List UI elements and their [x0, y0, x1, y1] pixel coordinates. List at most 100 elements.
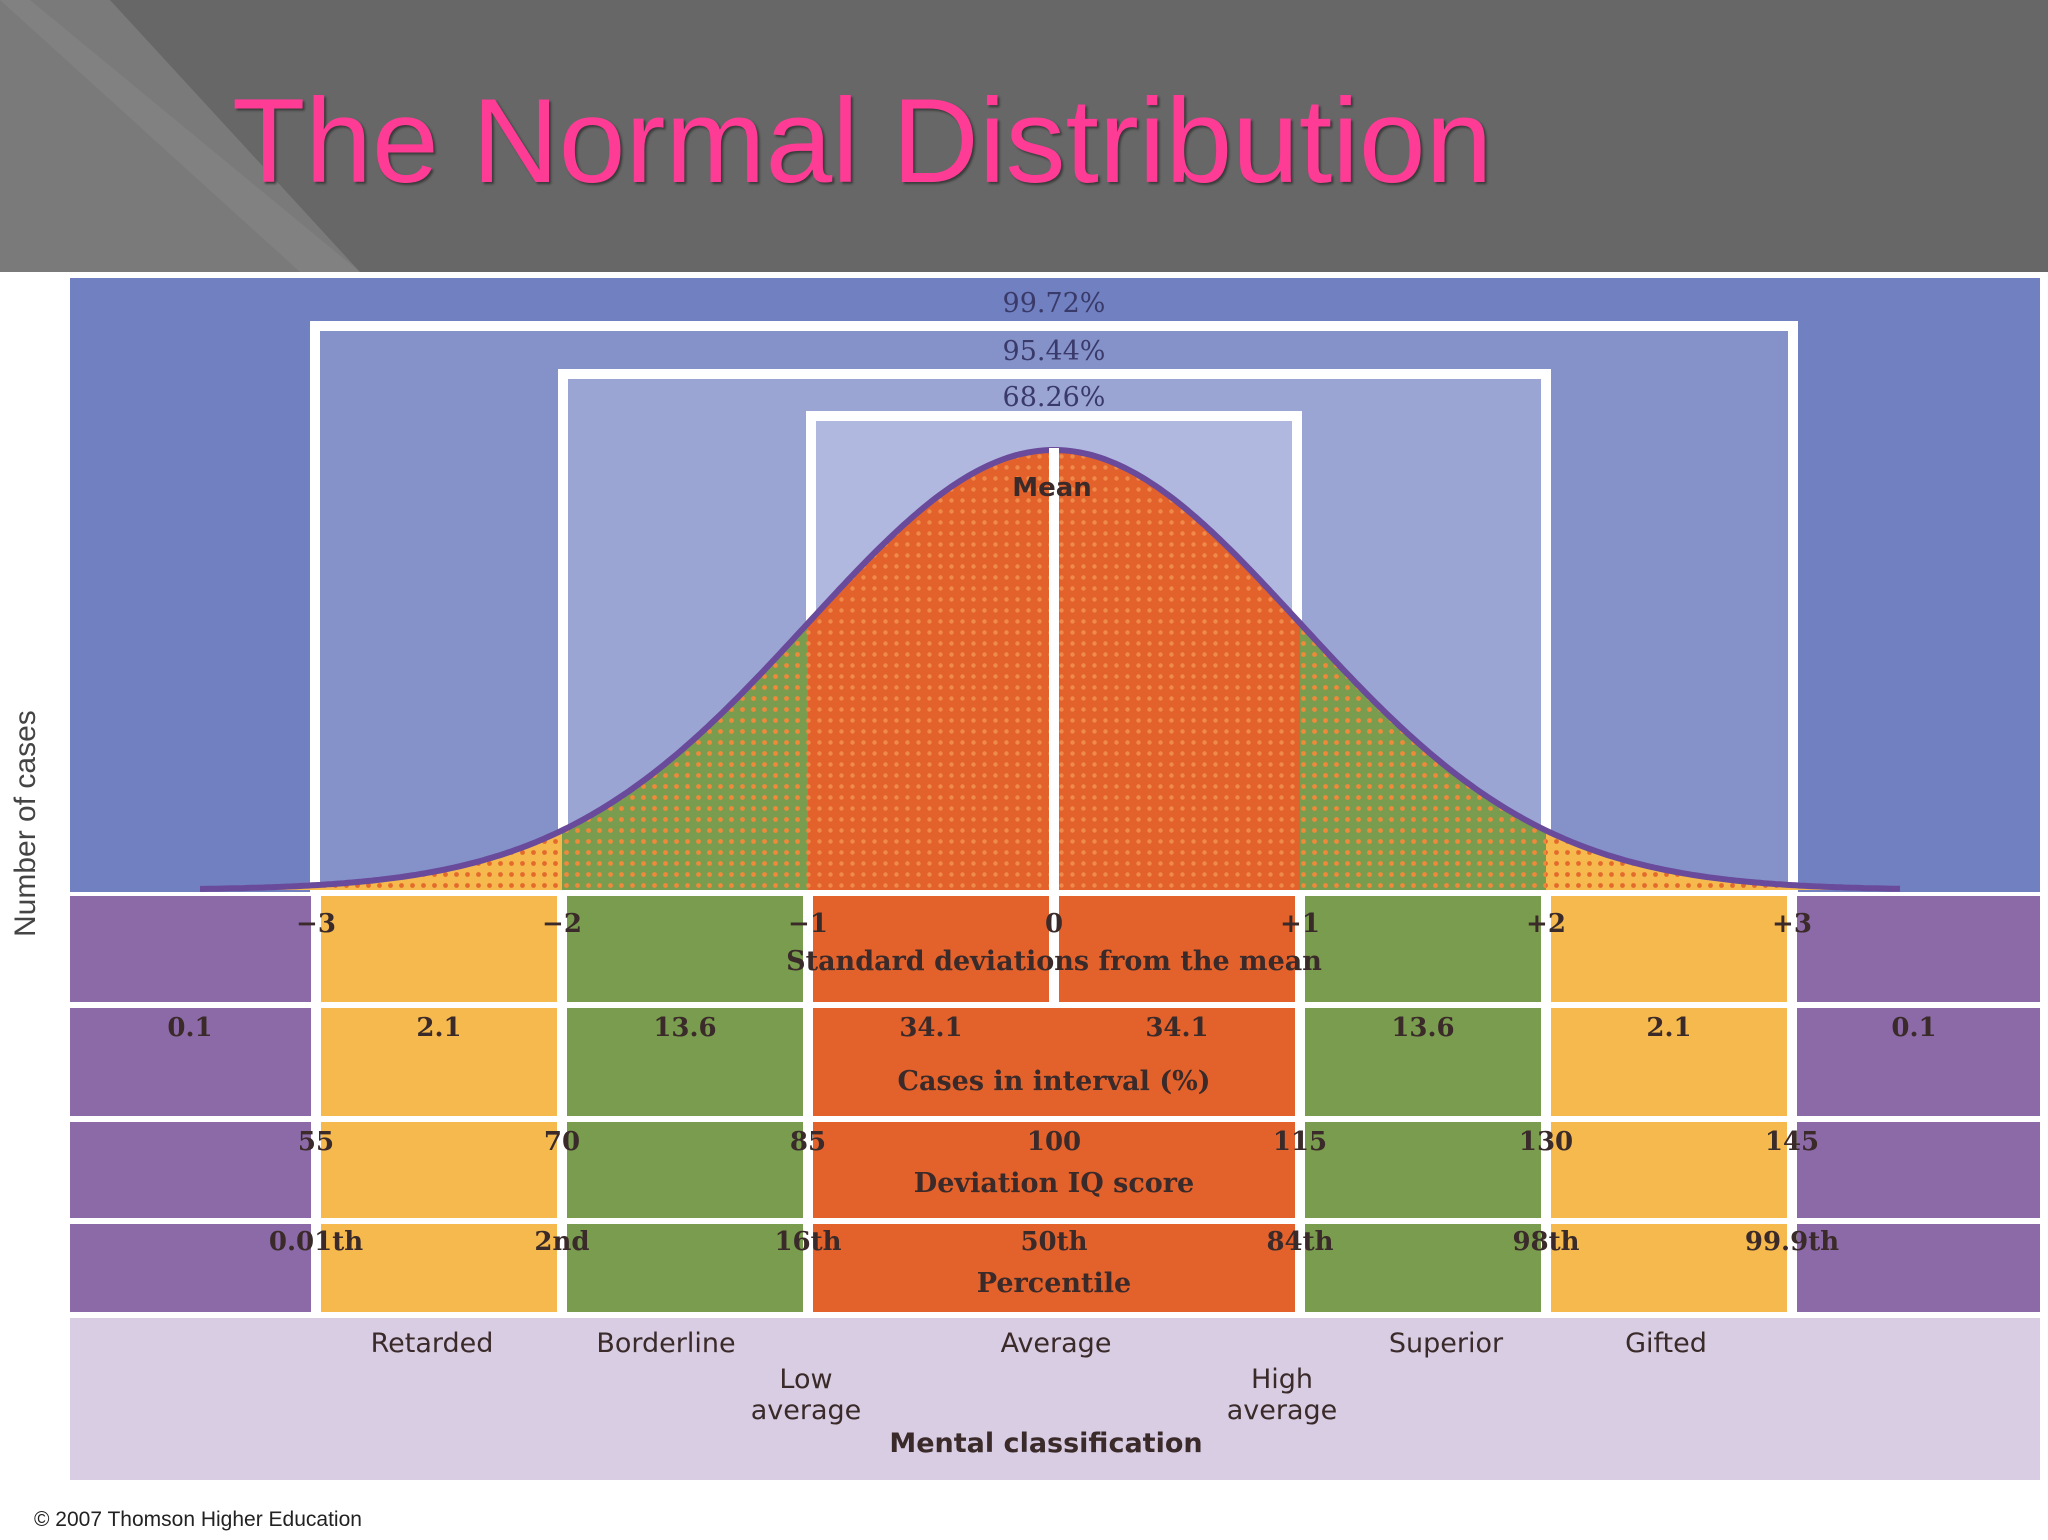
coverage-label-1sd: 68.26%	[1003, 382, 1106, 413]
copyright-notice: © 2007 Thomson Higher Education	[34, 1508, 362, 1531]
row-2-band-8	[1792, 1008, 2040, 1116]
interval-value: 0.1	[1891, 1013, 1936, 1043]
row-2-band-7	[1546, 1008, 1792, 1116]
row-title-iq: Deviation IQ score	[914, 1168, 1194, 1199]
row-3-band-3	[562, 1122, 808, 1218]
row-3-band-4	[808, 1122, 1054, 1218]
sd-tick-label: +3	[1772, 909, 1812, 939]
classification-title: Mental classification	[889, 1428, 1202, 1459]
sd-tick-label: 0	[1045, 909, 1063, 939]
interval-value: 2.1	[416, 1013, 461, 1043]
sd-tick-label: +1	[1280, 909, 1320, 939]
classification-label-line: average	[751, 1395, 862, 1426]
interval-value: 2.1	[1646, 1013, 1691, 1043]
iq-score-label: 55	[298, 1127, 334, 1157]
row-3-band-6	[1300, 1122, 1546, 1218]
sd-tick-label: +2	[1526, 909, 1566, 939]
coverage-label-2sd: 95.44%	[1003, 336, 1106, 367]
classification-label: High average	[1227, 1364, 1338, 1426]
row-2-band-3	[562, 1008, 808, 1116]
row-title-sd: Standard deviations from the mean	[786, 946, 1322, 977]
percentile-label: 50th	[1020, 1227, 1087, 1257]
classification-label: Average	[1001, 1328, 1112, 1359]
coverage-label-3sd: 99.72%	[1003, 288, 1106, 319]
classification-label-line: Retarded	[371, 1328, 494, 1359]
row-1-band-7	[1546, 896, 1792, 1002]
normal-distribution-diagram: 99.72% 95.44% 68.26% Mean −3 −2 −1 0 +1 +2 +3 S…	[0, 272, 2048, 1536]
row-4-band-8	[1792, 1224, 2040, 1312]
row-1-band-8	[1792, 896, 2040, 1002]
iq-score-label: 115	[1273, 1127, 1327, 1157]
interval-value: 34.1	[1145, 1013, 1208, 1043]
iq-score-label: 145	[1765, 1127, 1819, 1157]
row-4-gap	[70, 1312, 2040, 1320]
iq-score-label: 85	[790, 1127, 826, 1157]
row-1-band-3	[562, 896, 808, 1002]
percentile-label: 0.01th	[269, 1227, 363, 1257]
row-1-gap	[70, 1002, 2040, 1010]
classification-label-line: Average	[1001, 1328, 1112, 1359]
classification-label-line: Borderline	[596, 1328, 735, 1359]
percentile-label: 84th	[1266, 1227, 1333, 1257]
iq-score-label: 100	[1027, 1127, 1081, 1157]
classification-label: Superior	[1389, 1328, 1504, 1359]
diagram-canvas: 99.72% 95.44% 68.26% Mean −3 −2 −1 0 +1 +2 +3 S…	[70, 278, 2040, 1480]
row-4-band-4	[808, 1224, 1054, 1312]
row-3-band-1	[70, 1122, 316, 1218]
row-1-band-2	[316, 896, 562, 1002]
classification-label-line: High	[1251, 1364, 1313, 1395]
percentile-label: 2nd	[534, 1227, 589, 1257]
iq-score-label: 70	[544, 1127, 580, 1157]
classification-label-line: Low	[779, 1364, 832, 1395]
classification-label-line: average	[1227, 1395, 1338, 1426]
row-3-band-5	[1054, 1122, 1300, 1218]
row-1-band-1	[70, 896, 316, 1002]
sd-tick-label: −1	[788, 909, 828, 939]
classification-label: Borderline	[596, 1328, 735, 1359]
mean-label: Mean	[1012, 473, 1092, 503]
sd-tick-label: −2	[542, 909, 582, 939]
row-3-band-7	[1546, 1122, 1792, 1218]
interval-value: 13.6	[1391, 1013, 1454, 1043]
row-4-band-7	[1546, 1224, 1792, 1312]
row-4-band-6	[1300, 1224, 1546, 1312]
percentile-label: 99.9th	[1745, 1227, 1839, 1257]
classification-label: Low average	[751, 1364, 862, 1426]
interval-value: 0.1	[167, 1013, 212, 1043]
row-4-band-2	[316, 1224, 562, 1312]
classification-label-line: Gifted	[1625, 1328, 1707, 1359]
interval-value: 34.1	[899, 1013, 962, 1043]
curve-fill-tail-left	[200, 830, 562, 890]
row-2-band-5	[1054, 1008, 1300, 1116]
header-decoration	[0, 0, 360, 272]
row-4-band-1	[70, 1224, 316, 1312]
percentile-label: 16th	[774, 1227, 841, 1257]
row-2-band-6	[1300, 1008, 1546, 1116]
percentile-label: 98th	[1512, 1227, 1579, 1257]
sd-tick-label: −3	[296, 909, 336, 939]
row-3-band-2	[316, 1122, 562, 1218]
row-2-band-2	[316, 1008, 562, 1116]
classification-label: Retarded	[371, 1328, 494, 1359]
iq-score-label: 130	[1519, 1127, 1573, 1157]
row-title-percentile: Percentile	[977, 1268, 1131, 1299]
slide-title: The Normal Distribution	[232, 74, 1493, 208]
classification-label: Gifted	[1625, 1328, 1707, 1359]
row-4-band-3	[562, 1224, 808, 1312]
row-4-band-5	[1054, 1224, 1300, 1312]
row-1-band-4	[808, 896, 1054, 1002]
row-2-band-4	[808, 1008, 1054, 1116]
classification-panel	[70, 1318, 2040, 1480]
row-2-gap	[70, 1116, 2040, 1124]
row-title-cases: Cases in interval (%)	[897, 1066, 1210, 1097]
row-1-band-5	[1054, 896, 1300, 1002]
row-3-gap	[70, 1218, 2040, 1226]
row-2-band-1	[70, 1008, 316, 1116]
curve-fill-tail-right	[1546, 830, 1900, 890]
classification-label-line: Superior	[1389, 1328, 1504, 1359]
row-3-band-8	[1792, 1122, 2040, 1218]
interval-value: 13.6	[653, 1013, 716, 1043]
slide-header: The Normal Distribution	[0, 0, 2048, 272]
y-axis-label: Number of cases	[9, 710, 42, 937]
row-1-band-6	[1300, 896, 1546, 1002]
